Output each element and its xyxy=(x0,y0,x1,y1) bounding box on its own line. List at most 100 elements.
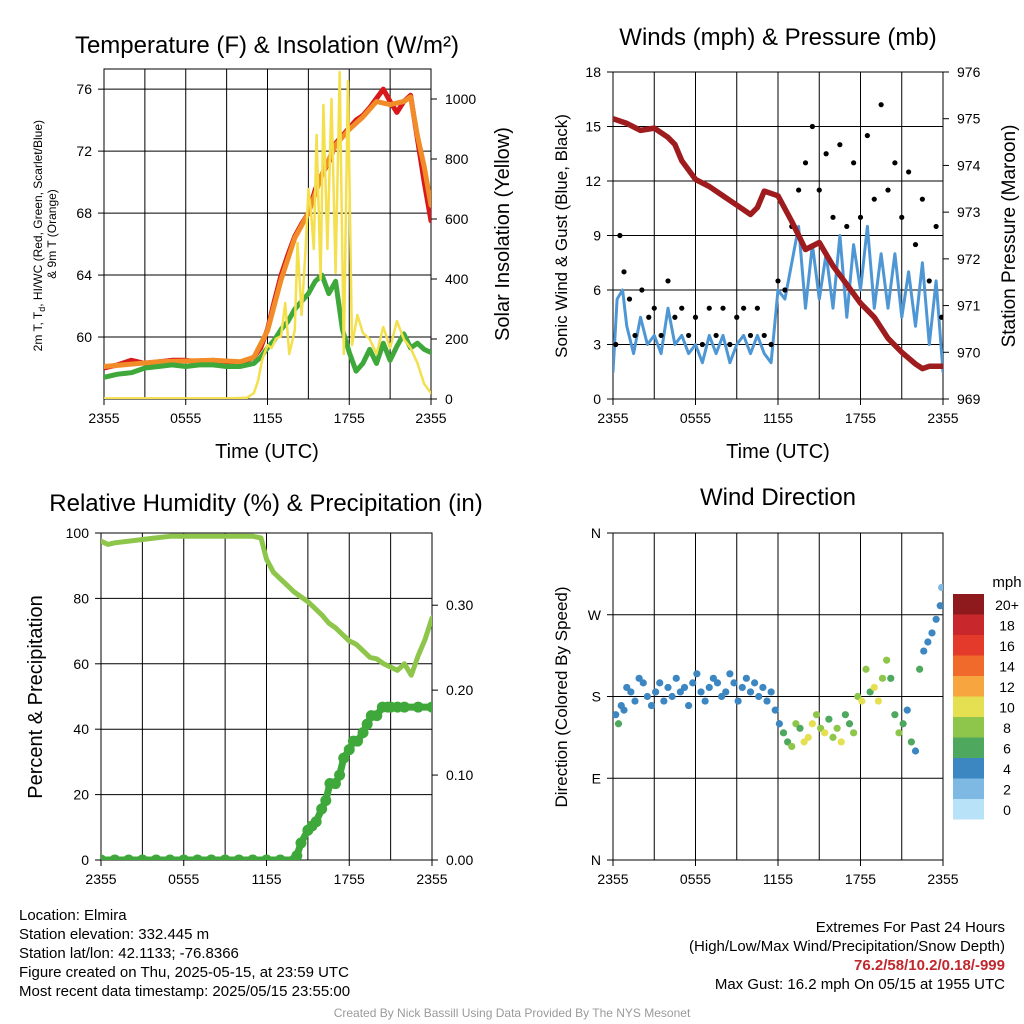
gust-point xyxy=(692,314,699,320)
legend-swatch xyxy=(953,696,984,717)
y-tick-label: 15 xyxy=(585,119,601,135)
winds-pressure-ticks: 969 970 971 972 973 974 975 976 xyxy=(943,64,981,407)
direction-point xyxy=(895,729,903,737)
winds-ylabel-right: Station Pressure (Maroon) xyxy=(999,125,1020,348)
legend-swatch xyxy=(953,614,984,635)
gust-point xyxy=(892,160,898,166)
extremes-info: Extremes For Past 24 Hours (High/Low/Max… xyxy=(689,918,1005,994)
direction-point xyxy=(841,711,849,719)
y-tick-label: 20 xyxy=(73,787,89,803)
direction-point xyxy=(932,615,940,623)
y2-tick-label: 1000 xyxy=(445,91,476,107)
gust-point xyxy=(754,305,760,311)
humidity-title: Relative Humidity (%) & Precipitation (i… xyxy=(49,490,482,517)
y-tick-label: 76 xyxy=(76,81,92,97)
y-tick-label: 0 xyxy=(81,852,89,868)
direction-point xyxy=(660,697,668,705)
direction-point xyxy=(924,638,932,646)
y2-tick-label: 200 xyxy=(445,331,469,347)
humidity-series xyxy=(101,533,432,860)
y-tick-label: 3 xyxy=(593,337,601,353)
direction-point xyxy=(775,720,783,728)
direction-series xyxy=(613,583,943,755)
gust-point xyxy=(747,332,754,339)
x-tick-label: 2355 xyxy=(927,871,958,887)
gust-point xyxy=(926,278,932,284)
legend-label: 6 xyxy=(1003,741,1011,757)
direction-point xyxy=(652,688,660,696)
direction-y-ticks: N E S W N xyxy=(588,525,613,868)
gust-point xyxy=(720,305,726,311)
sonic-wind-line xyxy=(613,224,943,374)
x-tick-label: 2355 xyxy=(416,871,447,887)
direction-point xyxy=(734,697,742,705)
y2-tick-label: 800 xyxy=(445,151,469,167)
direction-point xyxy=(916,665,924,673)
y2-tick-label: 976 xyxy=(957,64,981,80)
gust-point xyxy=(617,232,623,239)
gust-point xyxy=(857,214,864,220)
x-tick-label: 0555 xyxy=(168,871,199,887)
legend-swatch xyxy=(953,758,984,779)
extremes-values: 76.2/58/10.2/0.18/-999 xyxy=(854,957,1005,974)
gust-point xyxy=(658,332,664,339)
y-tick-label: 40 xyxy=(73,721,89,737)
legend-label: 14 xyxy=(999,659,1015,675)
x-tick-label: 2355 xyxy=(415,410,446,426)
direction-point xyxy=(903,706,911,714)
direction-point xyxy=(693,670,701,678)
relative-humidity-line xyxy=(101,533,432,678)
direction-point xyxy=(689,679,697,687)
direction-point xyxy=(643,692,651,701)
y2-tick-label: 975 xyxy=(957,111,981,127)
direction-point xyxy=(938,583,943,592)
gust-point xyxy=(651,305,657,311)
legend-swatch xyxy=(953,799,984,820)
gust-point xyxy=(639,287,645,293)
gust-point xyxy=(699,341,705,348)
legend-label: 16 xyxy=(999,638,1015,654)
extremes-description: (High/Low/Max Wind/Precipitation/Snow De… xyxy=(689,938,1005,955)
direction-point xyxy=(858,697,866,705)
direction-point xyxy=(705,683,713,692)
direction-point xyxy=(664,683,672,692)
x-tick-label: 1755 xyxy=(845,871,876,887)
direction-point xyxy=(763,697,771,705)
plot-body xyxy=(101,533,432,860)
y-tick-label: E xyxy=(592,770,601,786)
winds-title: Winds (mph) & Pressure (mb) xyxy=(619,24,936,51)
gust-point xyxy=(939,314,943,320)
y2-tick-label: 0.30 xyxy=(446,597,473,613)
gust-point xyxy=(885,187,891,193)
x-tick-label: 1155 xyxy=(251,871,281,887)
temperature-xlabel: Time (UTC) xyxy=(215,441,319,463)
direction-point xyxy=(726,670,734,678)
direction-point xyxy=(771,706,779,714)
gust-point xyxy=(713,332,719,339)
y2-tick-label: 600 xyxy=(445,211,469,227)
y-tick-label: 64 xyxy=(76,267,92,283)
humidity-x-ticks: 2355 0555 1155 1755 2355 xyxy=(85,860,448,887)
direction-point xyxy=(680,683,689,692)
temperature-ylabel-left-line2: & 9m T (Orange) xyxy=(45,189,59,279)
gust-point xyxy=(761,332,767,339)
direction-point xyxy=(738,683,746,692)
direction-point xyxy=(639,679,647,687)
y-tick-label: 80 xyxy=(73,590,89,606)
gust-point xyxy=(621,269,627,275)
direction-point xyxy=(812,711,821,719)
direction-point xyxy=(899,720,907,728)
gust-point xyxy=(871,196,877,202)
y-tick-label: N xyxy=(591,525,601,541)
y2-tick-label: 400 xyxy=(445,271,469,287)
winds-x-ticks: 2355 0555 1155 1755 2355 xyxy=(597,399,959,426)
legend-label: 10 xyxy=(999,700,1015,716)
y-tick-label: 60 xyxy=(73,656,89,672)
direction-point xyxy=(788,742,796,751)
humidity-panel: Relative Humidity (%) & Precipitation (i… xyxy=(25,490,483,887)
gust-point xyxy=(613,341,619,348)
recent-timestamp: Most recent data timestamp: 2025/05/15 2… xyxy=(19,983,351,1000)
temperature-x-ticks: 2355 0555 1155 1755 2355 xyxy=(88,399,447,426)
y-tick-label: N xyxy=(591,852,601,868)
